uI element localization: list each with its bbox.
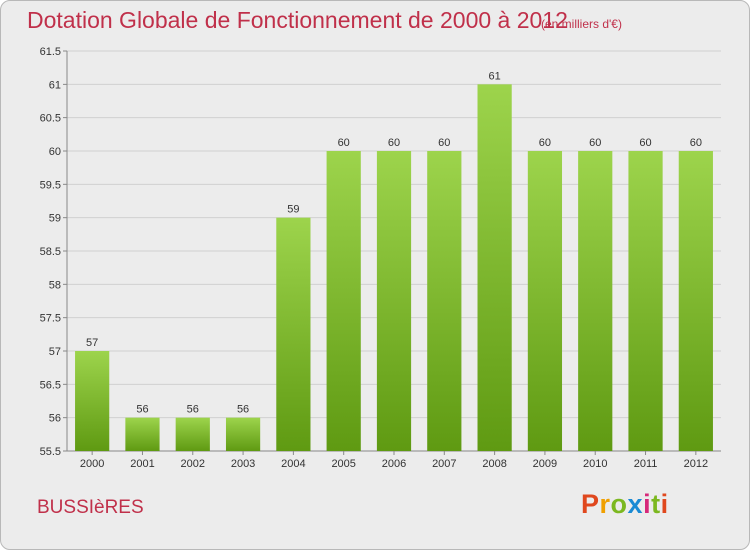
y-tick-label: 55.5 — [40, 446, 61, 458]
data-label: 60 — [690, 137, 702, 149]
y-tick-label: 61.5 — [40, 46, 61, 58]
y-tick-label: 59.5 — [40, 179, 61, 191]
bar-2009 — [527, 151, 563, 451]
bar-2011 — [628, 151, 663, 451]
x-tick-label: 2008 — [482, 458, 506, 470]
bar-2003 — [225, 417, 261, 451]
data-label: 60 — [639, 137, 651, 149]
y-tick-label: 56 — [49, 413, 61, 425]
bar-2001 — [125, 417, 160, 451]
logo-letter: t — [651, 489, 661, 519]
x-tick-label: 2003 — [231, 458, 255, 470]
x-tick-label: 2004 — [281, 458, 305, 470]
x-tick-label: 2000 — [80, 458, 104, 470]
y-tick-label: 57 — [49, 346, 61, 358]
logo-letter: i — [643, 489, 652, 519]
y-tick-label: 60.5 — [40, 113, 61, 125]
data-label: 61 — [488, 70, 500, 82]
data-label: 56 — [237, 404, 249, 416]
y-tick-label: 60 — [49, 146, 61, 158]
x-tick-label: 2012 — [684, 458, 708, 470]
x-tick-label: 2011 — [634, 458, 658, 470]
y-tick-label: 61 — [49, 79, 61, 91]
chart-title: Dotation Globale de Fonctionnement de 20… — [27, 7, 568, 33]
logo-letter: r — [599, 489, 611, 519]
x-tick-label: 2009 — [533, 458, 557, 470]
data-label: 60 — [438, 137, 450, 149]
data-label: 60 — [589, 137, 601, 149]
x-tick-label: 2002 — [181, 458, 205, 470]
y-tick-label: 56.5 — [40, 379, 61, 391]
chart-unit: (en milliers d'€) — [541, 17, 622, 31]
y-tick-label: 58.5 — [40, 246, 61, 258]
x-tick-label: 2001 — [130, 458, 154, 470]
data-label: 60 — [539, 137, 551, 149]
data-label: 57 — [86, 337, 98, 349]
bar-2004 — [276, 217, 311, 451]
bar-2000 — [75, 351, 110, 451]
proxiti-logo: Proxiti — [581, 489, 669, 520]
x-tick-label: 2010 — [583, 458, 607, 470]
bar-2005 — [326, 151, 361, 451]
data-label: 60 — [338, 137, 350, 149]
bar-2008 — [477, 84, 512, 451]
bars — [75, 84, 713, 451]
y-tick-label: 57.5 — [40, 313, 61, 325]
data-label: 56 — [187, 404, 199, 416]
labels: 55.5 56 56.5 57 57.5 58 58.5 59 59.5 60 60.5 61 61.5… — [40, 46, 709, 470]
bar-2006 — [376, 151, 412, 451]
data-label: 59 — [287, 204, 299, 216]
y-tick-label: 58 — [49, 279, 61, 291]
logo-letter: x — [627, 489, 644, 519]
logo-letter: P — [581, 489, 600, 519]
bar-2007 — [427, 151, 462, 451]
town-name: BUSSIèRES — [37, 497, 144, 518]
data-label: 56 — [136, 404, 148, 416]
bar-2012 — [678, 151, 713, 451]
x-tick-label: 2005 — [331, 458, 355, 470]
y-tick-label: 59 — [49, 213, 61, 225]
x-tick-label: 2007 — [432, 458, 456, 470]
x-tick-label: 2006 — [382, 458, 406, 470]
bar-2002 — [175, 417, 210, 451]
data-label: 60 — [388, 137, 400, 149]
bar-2010 — [578, 151, 613, 451]
logo-letter: i — [660, 489, 669, 519]
logo-letter: o — [610, 489, 628, 519]
